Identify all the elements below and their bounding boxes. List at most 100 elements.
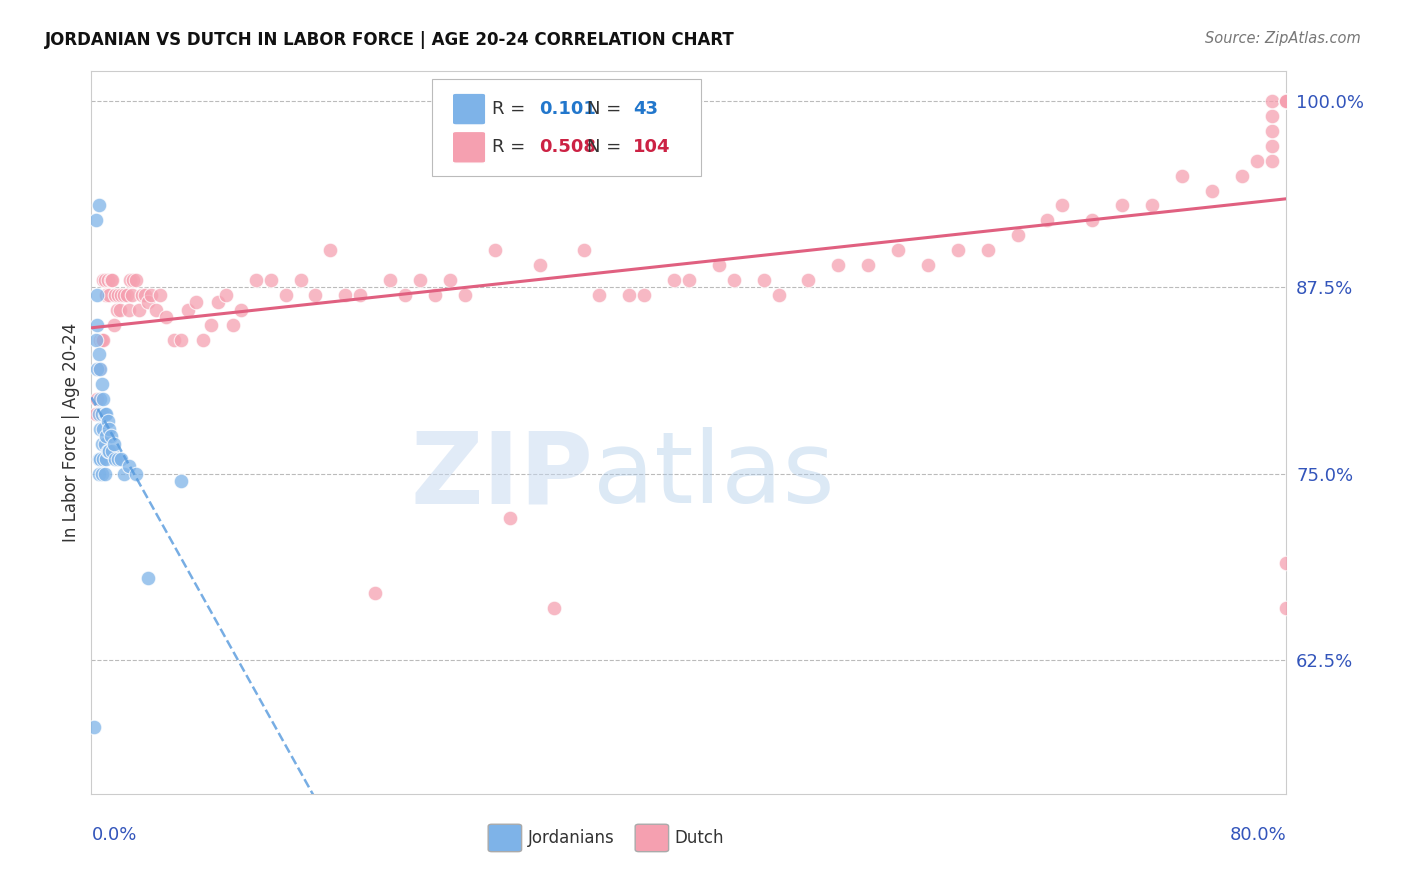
- Point: [887, 243, 910, 257]
- Point: [110, 451, 132, 466]
- Point: [90, 377, 112, 392]
- Point: [100, 429, 122, 443]
- Point: [335, 288, 357, 302]
- Point: [93, 333, 115, 347]
- Point: [110, 288, 132, 302]
- Point: [94, 407, 117, 421]
- Text: 80.0%: 80.0%: [1230, 826, 1286, 845]
- Point: [319, 243, 342, 257]
- Point: [177, 302, 200, 317]
- Point: [89, 392, 111, 406]
- Point: [104, 288, 127, 302]
- Point: [245, 273, 267, 287]
- FancyBboxPatch shape: [432, 78, 700, 176]
- Point: [101, 273, 124, 287]
- Point: [90, 437, 112, 451]
- Point: [94, 437, 117, 451]
- Point: [380, 273, 402, 287]
- Text: 0.101: 0.101: [540, 100, 596, 118]
- Point: [1201, 184, 1223, 198]
- Point: [1260, 109, 1282, 123]
- Point: [97, 444, 120, 458]
- Point: [98, 288, 121, 302]
- Point: [1052, 198, 1074, 212]
- Point: [125, 273, 148, 287]
- Point: [752, 273, 775, 287]
- Point: [136, 295, 159, 310]
- Point: [662, 273, 685, 287]
- Text: Jordanians: Jordanians: [527, 829, 614, 847]
- Point: [409, 273, 432, 287]
- Point: [86, 288, 108, 302]
- Point: [529, 258, 551, 272]
- Point: [93, 273, 115, 287]
- Point: [499, 511, 522, 525]
- Point: [134, 288, 156, 302]
- Point: [89, 422, 111, 436]
- Text: 43: 43: [633, 100, 658, 118]
- Point: [454, 288, 477, 302]
- Text: R =: R =: [492, 138, 524, 156]
- Point: [222, 318, 245, 332]
- Point: [439, 273, 461, 287]
- Point: [90, 467, 112, 481]
- Point: [707, 258, 730, 272]
- Point: [1260, 139, 1282, 153]
- Point: [131, 288, 153, 302]
- Point: [149, 288, 172, 302]
- Point: [94, 273, 117, 287]
- Point: [98, 422, 121, 436]
- Point: [484, 243, 506, 257]
- Point: [108, 302, 131, 317]
- Point: [364, 586, 387, 600]
- Point: [97, 273, 120, 287]
- Point: [136, 571, 159, 585]
- Point: [207, 295, 229, 310]
- Point: [827, 258, 849, 272]
- Point: [229, 302, 252, 317]
- Point: [87, 198, 110, 212]
- Point: [84, 213, 107, 227]
- FancyBboxPatch shape: [453, 131, 486, 163]
- Point: [1111, 198, 1133, 212]
- Point: [574, 243, 596, 257]
- Point: [107, 288, 129, 302]
- Point: [1275, 94, 1298, 108]
- Point: [259, 273, 281, 287]
- Point: [1260, 124, 1282, 138]
- Point: [93, 392, 115, 406]
- Point: [1275, 556, 1298, 570]
- Point: [1081, 213, 1104, 227]
- Point: [96, 429, 118, 443]
- Text: JORDANIAN VS DUTCH IN LABOR FORCE | AGE 20-24 CORRELATION CHART: JORDANIAN VS DUTCH IN LABOR FORCE | AGE …: [45, 31, 735, 49]
- Text: 0.508: 0.508: [540, 138, 596, 156]
- Point: [103, 318, 125, 332]
- Point: [107, 451, 129, 466]
- FancyBboxPatch shape: [636, 824, 669, 852]
- Point: [797, 273, 820, 287]
- Point: [141, 288, 163, 302]
- Point: [87, 467, 110, 481]
- Point: [86, 318, 108, 332]
- Text: N =: N =: [588, 138, 621, 156]
- Point: [274, 288, 297, 302]
- Point: [1171, 169, 1194, 183]
- Point: [290, 273, 312, 287]
- Point: [304, 288, 326, 302]
- Point: [193, 333, 215, 347]
- Point: [98, 444, 121, 458]
- Point: [100, 273, 122, 287]
- Point: [633, 288, 655, 302]
- Point: [423, 288, 446, 302]
- Point: [1275, 600, 1298, 615]
- Point: [118, 459, 141, 474]
- Point: [768, 288, 790, 302]
- Point: [1260, 94, 1282, 108]
- Text: 0.0%: 0.0%: [91, 826, 136, 845]
- Point: [1246, 153, 1268, 168]
- FancyBboxPatch shape: [453, 93, 486, 125]
- Point: [145, 302, 167, 317]
- Point: [89, 451, 111, 466]
- Point: [1275, 94, 1298, 108]
- Point: [93, 422, 115, 436]
